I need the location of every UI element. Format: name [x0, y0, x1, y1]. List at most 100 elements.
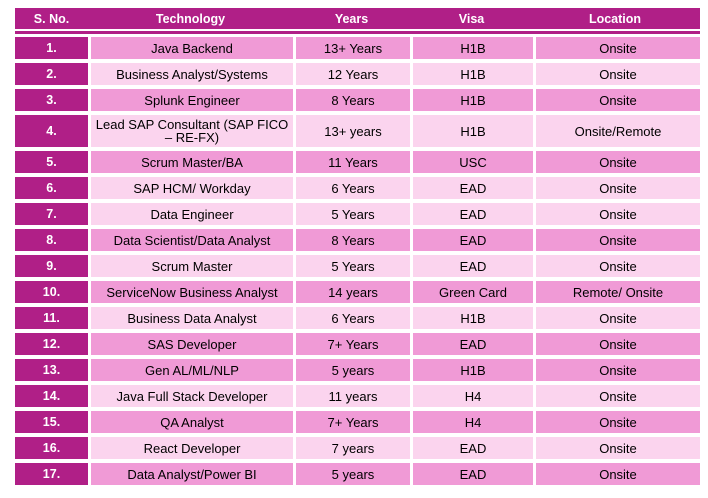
cell-location: Onsite	[536, 229, 700, 251]
cell-location: Onsite	[536, 177, 700, 199]
cell-divider	[410, 151, 413, 173]
cell-technology: Splunk Engineer	[91, 89, 293, 111]
cell-divider	[293, 115, 296, 147]
cell-location: Onsite	[536, 333, 700, 355]
cell-divider	[88, 281, 91, 303]
cell-visa: H1B	[413, 359, 533, 381]
cell-serial-number: 13.	[15, 359, 88, 381]
cell-visa: EAD	[413, 203, 533, 225]
cell-location: Onsite	[536, 359, 700, 381]
cell-visa: H1B	[413, 37, 533, 59]
cell-location: Onsite	[536, 255, 700, 277]
cell-divider	[88, 411, 91, 433]
cell-divider	[410, 255, 413, 277]
cell-serial-number: 10.	[15, 281, 88, 303]
cell-years: 6 Years	[296, 177, 410, 199]
table-row: 10. ServiceNow Business Analyst 14 years…	[15, 281, 700, 303]
cell-visa: H4	[413, 411, 533, 433]
cell-divider	[533, 463, 536, 485]
cell-serial-number: 14.	[15, 385, 88, 407]
cell-visa: EAD	[413, 437, 533, 459]
cell-years: 13+ Years	[296, 37, 410, 59]
cell-divider	[533, 385, 536, 407]
cell-divider	[533, 307, 536, 329]
cell-divider	[410, 463, 413, 485]
cell-years: 5 Years	[296, 255, 410, 277]
cell-visa: Green Card	[413, 281, 533, 303]
table-row: 16. React Developer 7 years EAD Onsite	[15, 437, 700, 459]
table-row: 4. Lead SAP Consultant (SAP FICO – RE-FX…	[15, 115, 700, 147]
cell-years: 8 Years	[296, 89, 410, 111]
table-row: 8. Data Scientist/Data Analyst 8 Years E…	[15, 229, 700, 251]
cell-location: Remote/ Onsite	[536, 281, 700, 303]
cell-divider	[293, 385, 296, 407]
cell-serial-number: 16.	[15, 437, 88, 459]
cell-technology: Java Full Stack Developer	[91, 385, 293, 407]
cell-divider	[533, 203, 536, 225]
cell-divider	[410, 359, 413, 381]
cell-divider	[293, 307, 296, 329]
cell-visa: EAD	[413, 463, 533, 485]
cell-divider	[293, 333, 296, 355]
cell-technology: SAS Developer	[91, 333, 293, 355]
cell-location: Onsite	[536, 203, 700, 225]
cell-years: 5 Years	[296, 203, 410, 225]
cell-divider	[533, 437, 536, 459]
cell-serial-number: 2.	[15, 63, 88, 85]
cell-divider	[533, 281, 536, 303]
cell-visa: H1B	[413, 115, 533, 147]
cell-divider	[533, 151, 536, 173]
cell-divider	[410, 177, 413, 199]
table-row: 1. Java Backend 13+ Years H1B Onsite	[15, 37, 700, 59]
cell-serial-number: 3.	[15, 89, 88, 111]
cell-divider	[88, 307, 91, 329]
cell-divider	[410, 437, 413, 459]
cell-technology: Business Analyst/Systems	[91, 63, 293, 85]
table-row: 14. Java Full Stack Developer 11 years H…	[15, 385, 700, 407]
cell-serial-number: 1.	[15, 37, 88, 59]
cell-divider	[410, 281, 413, 303]
cell-divider	[88, 63, 91, 85]
cell-visa: H1B	[413, 89, 533, 111]
table-row: 7. Data Engineer 5 Years EAD Onsite	[15, 203, 700, 225]
cell-divider	[410, 63, 413, 85]
cell-serial-number: 6.	[15, 177, 88, 199]
cell-location: Onsite	[536, 89, 700, 111]
table-row: 3. Splunk Engineer 8 Years H1B Onsite	[15, 89, 700, 111]
cell-years: 7+ Years	[296, 333, 410, 355]
cell-divider	[533, 359, 536, 381]
cell-years: 6 Years	[296, 307, 410, 329]
cell-technology: QA Analyst	[91, 411, 293, 433]
cell-visa: H4	[413, 385, 533, 407]
cell-years: 11 years	[296, 385, 410, 407]
column-header-s-no: S. No.	[33, 11, 70, 26]
cell-technology: Business Data Analyst	[91, 307, 293, 329]
cell-divider	[88, 37, 91, 59]
table-row: 6. SAP HCM/ Workday 6 Years EAD Onsite	[15, 177, 700, 199]
table-body: 1. Java Backend 13+ Years H1B Onsite 2. …	[15, 37, 700, 485]
table-row: 17. Data Analyst/Power BI 5 years EAD On…	[15, 463, 700, 485]
cell-divider	[410, 203, 413, 225]
cell-visa: EAD	[413, 229, 533, 251]
cell-divider	[88, 385, 91, 407]
cell-years: 8 Years	[296, 229, 410, 251]
candidate-table: S. No. Technology Years Visa Location 1.…	[15, 8, 700, 489]
cell-years: 11 Years	[296, 151, 410, 173]
cell-divider	[88, 437, 91, 459]
cell-technology: Data Engineer	[91, 203, 293, 225]
cell-technology: Lead SAP Consultant (SAP FICO – RE-FX)	[91, 115, 293, 147]
cell-divider	[533, 229, 536, 251]
cell-serial-number: 12.	[15, 333, 88, 355]
cell-divider	[293, 177, 296, 199]
cell-divider	[293, 203, 296, 225]
cell-location: Onsite	[536, 411, 700, 433]
cell-divider	[88, 359, 91, 381]
cell-divider	[533, 115, 536, 147]
cell-divider	[88, 89, 91, 111]
cell-technology: Java Backend	[91, 37, 293, 59]
rows-top-gap	[15, 34, 700, 37]
cell-divider	[533, 411, 536, 433]
cell-divider	[410, 115, 413, 147]
cell-divider	[410, 385, 413, 407]
cell-serial-number: 17.	[15, 463, 88, 485]
